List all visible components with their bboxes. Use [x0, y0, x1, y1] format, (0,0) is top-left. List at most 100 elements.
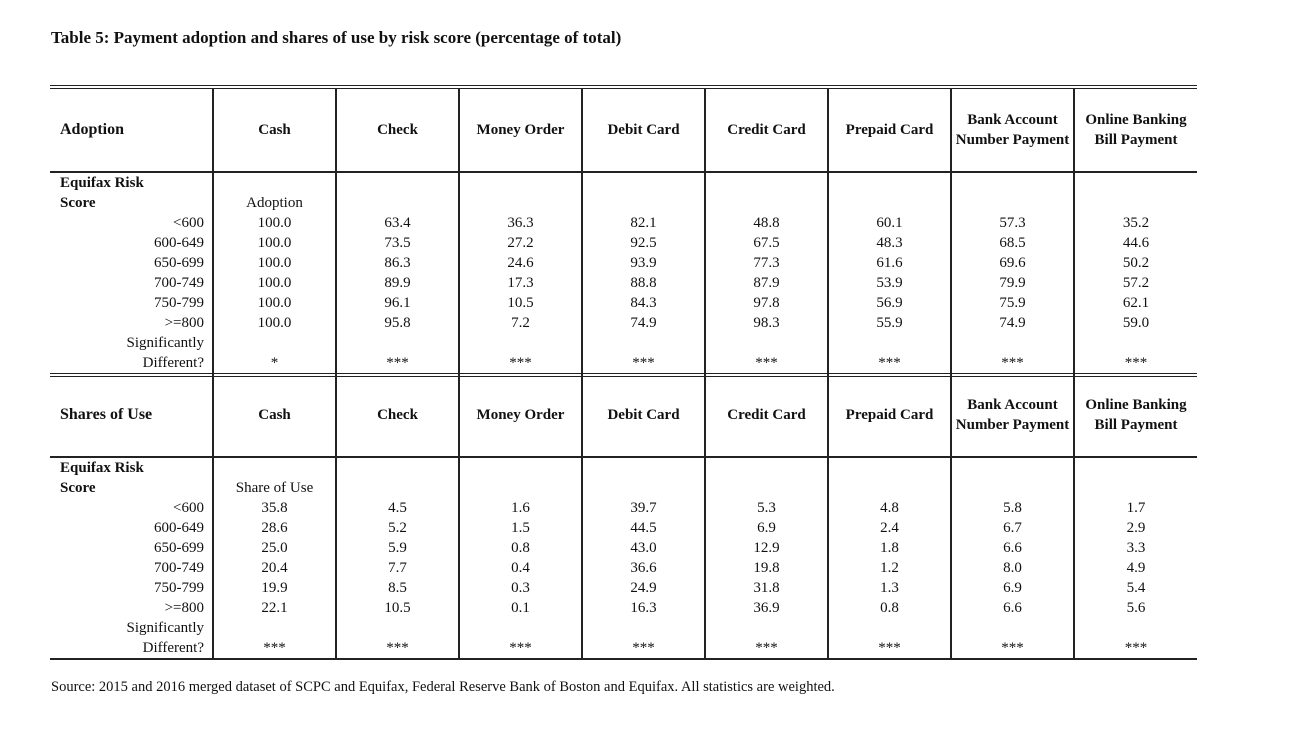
- significance-cell: ***: [458, 638, 582, 659]
- row-label: 700-749: [154, 275, 204, 291]
- value-cell: 22.1: [212, 598, 336, 618]
- value-cell: 36.6: [581, 558, 705, 578]
- value-cell: 0.8: [827, 598, 951, 618]
- sub-label: Adoption: [212, 193, 336, 213]
- row-label-header: Score: [60, 195, 96, 211]
- value-cell: 5.8: [950, 498, 1074, 518]
- significance-label: Different?: [142, 640, 204, 656]
- table-row: Different? * *** *** *** *** *** *** ***: [50, 353, 1197, 375]
- row-label: 750-799: [154, 295, 204, 311]
- value-cell: 100.0: [212, 233, 336, 253]
- value-cell: 12.9: [704, 538, 828, 558]
- value-cell: 31.8: [704, 578, 828, 598]
- value-cell: 100.0: [212, 273, 336, 293]
- column-header: Bank Account Number Payment: [950, 374, 1074, 458]
- value-cell: 2.9: [1073, 518, 1197, 538]
- value-cell: 67.5: [704, 233, 828, 253]
- table-row: Score Adoption: [50, 193, 1197, 213]
- value-cell: 96.1: [335, 293, 459, 313]
- table-row: <600 100.0 63.4 36.3 82.1 48.8 60.1 57.3 35.2: [50, 213, 1197, 233]
- value-cell: 88.8: [581, 273, 705, 293]
- value-cell: 48.8: [704, 213, 828, 233]
- column-header: Credit Card: [704, 87, 828, 173]
- value-cell: 24.9: [581, 578, 705, 598]
- significance-cell: ***: [827, 638, 951, 659]
- value-cell: 57.2: [1073, 273, 1197, 293]
- table-row: 700-749 100.0 89.9 17.3 88.8 87.9 53.9 79.9 57.2: [50, 273, 1197, 293]
- table-cell: [458, 618, 582, 638]
- table-row: 650-699 100.0 86.3 24.6 93.9 77.3 61.6 69.6 50.2: [50, 253, 1197, 273]
- value-cell: 10.5: [335, 598, 459, 618]
- value-cell: 36.9: [704, 598, 828, 618]
- table-cell: [581, 193, 705, 213]
- section-heading: Adoption: [50, 87, 213, 173]
- significance-cell: ***: [704, 353, 828, 375]
- table-cell: [581, 172, 705, 193]
- table-cell: [704, 172, 828, 193]
- table-cell: [827, 457, 951, 478]
- table-cell: [212, 333, 336, 353]
- table-cell: [950, 193, 1074, 213]
- table-row: 750-799 100.0 96.1 10.5 84.3 97.8 56.9 75.9 62.1: [50, 293, 1197, 313]
- table-cell: [827, 478, 951, 498]
- row-label: 650-699: [154, 255, 204, 271]
- value-cell: 35.8: [212, 498, 336, 518]
- value-cell: 1.8: [827, 538, 951, 558]
- table-row: Significantly: [50, 333, 1197, 353]
- value-cell: 43.0: [581, 538, 705, 558]
- column-header: Debit Card: [581, 374, 705, 458]
- column-header: Prepaid Card: [827, 87, 951, 173]
- table-cell: [581, 457, 705, 478]
- table-row: Equifax Risk: [50, 172, 1197, 193]
- table-row: 600-649 100.0 73.5 27.2 92.5 67.5 48.3 68.5 44.6: [50, 233, 1197, 253]
- value-cell: 77.3: [704, 253, 828, 273]
- value-cell: 1.3: [827, 578, 951, 598]
- value-cell: 50.2: [1073, 253, 1197, 273]
- adoption-table: Adoption Cash Check Money Order Debit Card Cr…: [50, 85, 1197, 377]
- column-header: Money Order: [458, 374, 582, 458]
- value-cell: 0.3: [458, 578, 582, 598]
- column-header: Check: [335, 87, 459, 173]
- significance-cell: ***: [1073, 353, 1197, 375]
- column-header: Prepaid Card: [827, 374, 951, 458]
- table-cell: [1073, 457, 1197, 478]
- value-cell: 5.3: [704, 498, 828, 518]
- value-cell: 44.5: [581, 518, 705, 538]
- column-header: Cash: [212, 87, 336, 173]
- table-row: Score Share of Use: [50, 478, 1197, 498]
- significance-cell: ***: [950, 638, 1074, 659]
- value-cell: 8.5: [335, 578, 459, 598]
- value-cell: 48.3: [827, 233, 951, 253]
- row-label: 650-699: [154, 540, 204, 556]
- table-cell: [704, 193, 828, 213]
- source-note: Source: 2015 and 2016 merged dataset of …: [51, 679, 835, 695]
- table-cell: [950, 618, 1074, 638]
- table-cell: [827, 333, 951, 353]
- value-cell: 8.0: [950, 558, 1074, 578]
- table-row: 700-749 20.4 7.7 0.4 36.6 19.8 1.2 8.0 4.9: [50, 558, 1197, 578]
- value-cell: 0.8: [458, 538, 582, 558]
- value-cell: 1.5: [458, 518, 582, 538]
- value-cell: 53.9: [827, 273, 951, 293]
- table-cell: [950, 333, 1074, 353]
- value-cell: 79.9: [950, 273, 1074, 293]
- value-cell: 57.3: [950, 213, 1074, 233]
- table-cell: [704, 618, 828, 638]
- value-cell: 97.8: [704, 293, 828, 313]
- table-row: >=800 22.1 10.5 0.1 16.3 36.9 0.8 6.6 5.6: [50, 598, 1197, 618]
- row-label: 700-749: [154, 560, 204, 576]
- table-cell: [581, 333, 705, 353]
- table-cell: [458, 172, 582, 193]
- value-cell: 1.2: [827, 558, 951, 578]
- value-cell: 6.6: [950, 538, 1074, 558]
- table-cell: [581, 618, 705, 638]
- table-row: <600 35.8 4.5 1.6 39.7 5.3 4.8 5.8 1.7: [50, 498, 1197, 518]
- value-cell: 87.9: [704, 273, 828, 293]
- value-cell: 36.3: [458, 213, 582, 233]
- value-cell: 25.0: [212, 538, 336, 558]
- significance-cell: ***: [335, 638, 459, 659]
- value-cell: 44.6: [1073, 233, 1197, 253]
- table-row: 750-799 19.9 8.5 0.3 24.9 31.8 1.3 6.9 5.4: [50, 578, 1197, 598]
- table-cell: [335, 478, 459, 498]
- table-cell: [950, 457, 1074, 478]
